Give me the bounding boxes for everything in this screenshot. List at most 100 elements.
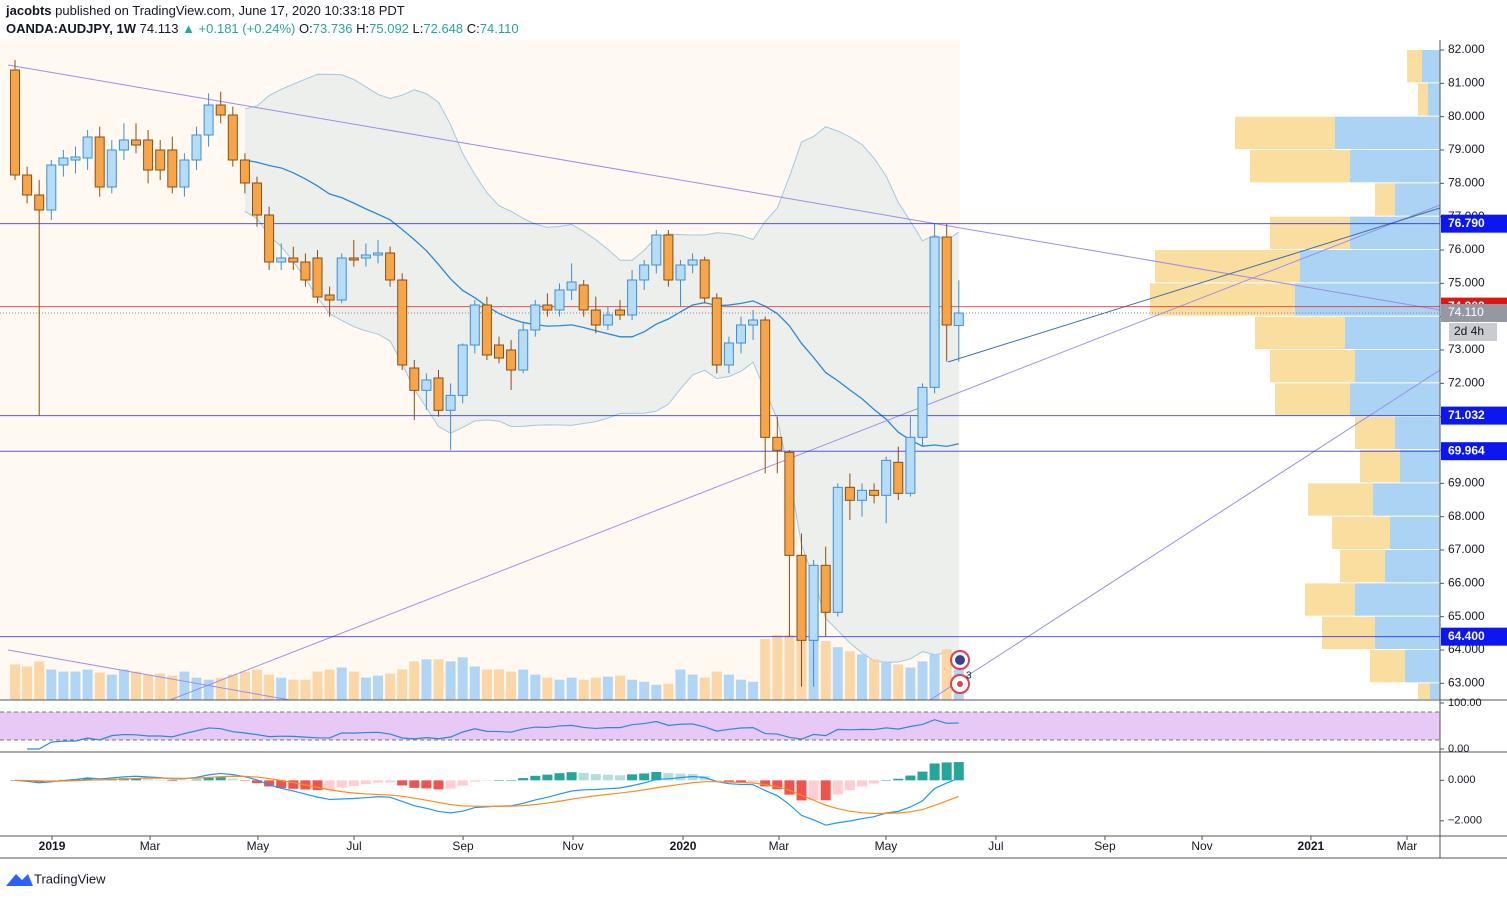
- candle-body: [578, 284, 589, 311]
- y-tick-label: 63.000: [1448, 676, 1485, 690]
- y-tick-label: 69.000: [1448, 476, 1485, 490]
- macd-histogram: [748, 780, 759, 783]
- volume-bar: [881, 661, 892, 700]
- profile-down: [1270, 350, 1355, 383]
- macd-histogram: [881, 779, 892, 781]
- candle-body: [941, 236, 952, 326]
- candle-body: [421, 379, 432, 391]
- macd-histogram: [481, 780, 492, 781]
- footer: TradingView: [6, 871, 106, 886]
- x-tick-label: 2020: [670, 839, 697, 853]
- volume-bar: [22, 666, 33, 700]
- rsi-line: [27, 719, 959, 750]
- candle-body: [179, 159, 190, 188]
- candle-body: [239, 159, 250, 184]
- candle-body: [106, 149, 117, 188]
- volume-bar: [312, 671, 323, 700]
- profile-up: [1335, 116, 1440, 149]
- macd-histogram: [820, 780, 831, 801]
- level-label: 76.790: [1448, 216, 1485, 230]
- volume-bar: [348, 671, 359, 700]
- profile-up: [1405, 650, 1440, 683]
- candle-body: [905, 436, 916, 494]
- candle-body: [203, 104, 214, 136]
- volume-bar: [324, 669, 335, 700]
- candle-body: [820, 564, 831, 613]
- profile-down: [1418, 83, 1428, 116]
- volume-bar: [167, 675, 178, 700]
- profile-up: [1395, 183, 1440, 216]
- candle-body: [711, 297, 722, 366]
- levels: [0, 223, 1440, 638]
- candle-body: [530, 304, 541, 331]
- x-tick-label: Mar: [140, 839, 161, 853]
- level-label: 69.964: [1448, 443, 1485, 457]
- candle-body: [735, 324, 746, 344]
- pane-borders: [0, 40, 1507, 859]
- volume-bar: [264, 674, 275, 700]
- candle-body: [917, 386, 928, 438]
- volume-bar: [639, 681, 650, 700]
- volume-bar: [917, 661, 928, 700]
- volume-bar: [421, 659, 432, 700]
- profile-down: [1332, 516, 1390, 549]
- macd-histogram: [203, 777, 214, 781]
- volume-bar: [131, 671, 142, 700]
- candle-body: [372, 252, 383, 256]
- macd-histogram: [796, 780, 807, 801]
- trend-line: [929, 369, 1441, 701]
- candle-body: [723, 342, 734, 366]
- rsi-tick-label: 0.00: [1448, 743, 1469, 755]
- published: published on TradingView.com, June 17, 2…: [55, 3, 405, 18]
- macd-histogram: [372, 780, 383, 783]
- level-label: 71.032: [1448, 408, 1485, 422]
- countdown: 2d 4h: [1454, 324, 1484, 338]
- trend-line: [7, 649, 291, 701]
- candle-body: [784, 451, 795, 556]
- candle-body: [869, 489, 880, 496]
- event-icon-dot: [957, 681, 963, 687]
- x-tick-label: Mar: [1397, 839, 1418, 853]
- header-line-1: jacobts published on TradingView.com, Ju…: [5, 3, 405, 18]
- profile-down: [1322, 616, 1375, 649]
- macd-histogram: [143, 779, 154, 781]
- legend-label: O:: [299, 21, 313, 36]
- legend-value: 75.092: [369, 21, 409, 36]
- macd-histogram: [893, 778, 904, 781]
- y-tick-label: 73.000: [1448, 342, 1485, 356]
- y-tick-label: 66.000: [1448, 576, 1485, 590]
- candle-body: [300, 261, 311, 281]
- macd-tick-label: 0.000: [1448, 774, 1476, 786]
- profile-down: [1235, 116, 1335, 149]
- profile-up: [1400, 450, 1440, 483]
- band-fill: [244, 74, 959, 663]
- candle-body: [215, 104, 226, 116]
- candle-body: [252, 182, 263, 216]
- volume-bar: [46, 669, 57, 700]
- macd-histogram: [191, 779, 202, 781]
- volume-bar: [869, 659, 880, 700]
- volume-bar: [614, 675, 625, 700]
- volume-bar: [820, 641, 831, 700]
- rsi-band: [0, 712, 1440, 740]
- legend-value: 73.736: [313, 21, 353, 36]
- candle-body: [348, 257, 359, 261]
- macd-histogram: [312, 780, 323, 791]
- profile-down: [1250, 150, 1350, 183]
- volume-bar: [433, 659, 444, 700]
- volume-bar: [143, 674, 154, 700]
- volume-bar: [106, 674, 117, 700]
- x-tick-label: Jul: [346, 839, 361, 853]
- profile-up: [1300, 250, 1440, 283]
- volume-bar: [360, 677, 371, 700]
- candle-body: [264, 214, 275, 263]
- candle-body: [953, 312, 964, 326]
- brand[interactable]: TradingView: [34, 871, 106, 886]
- volume-bar: [397, 669, 408, 700]
- profile-down: [1418, 683, 1430, 699]
- macd-histogram: [506, 779, 517, 781]
- volume-bar: [58, 671, 69, 700]
- candle-body: [409, 367, 420, 391]
- candle-body: [929, 236, 940, 388]
- profile-down: [1360, 450, 1400, 483]
